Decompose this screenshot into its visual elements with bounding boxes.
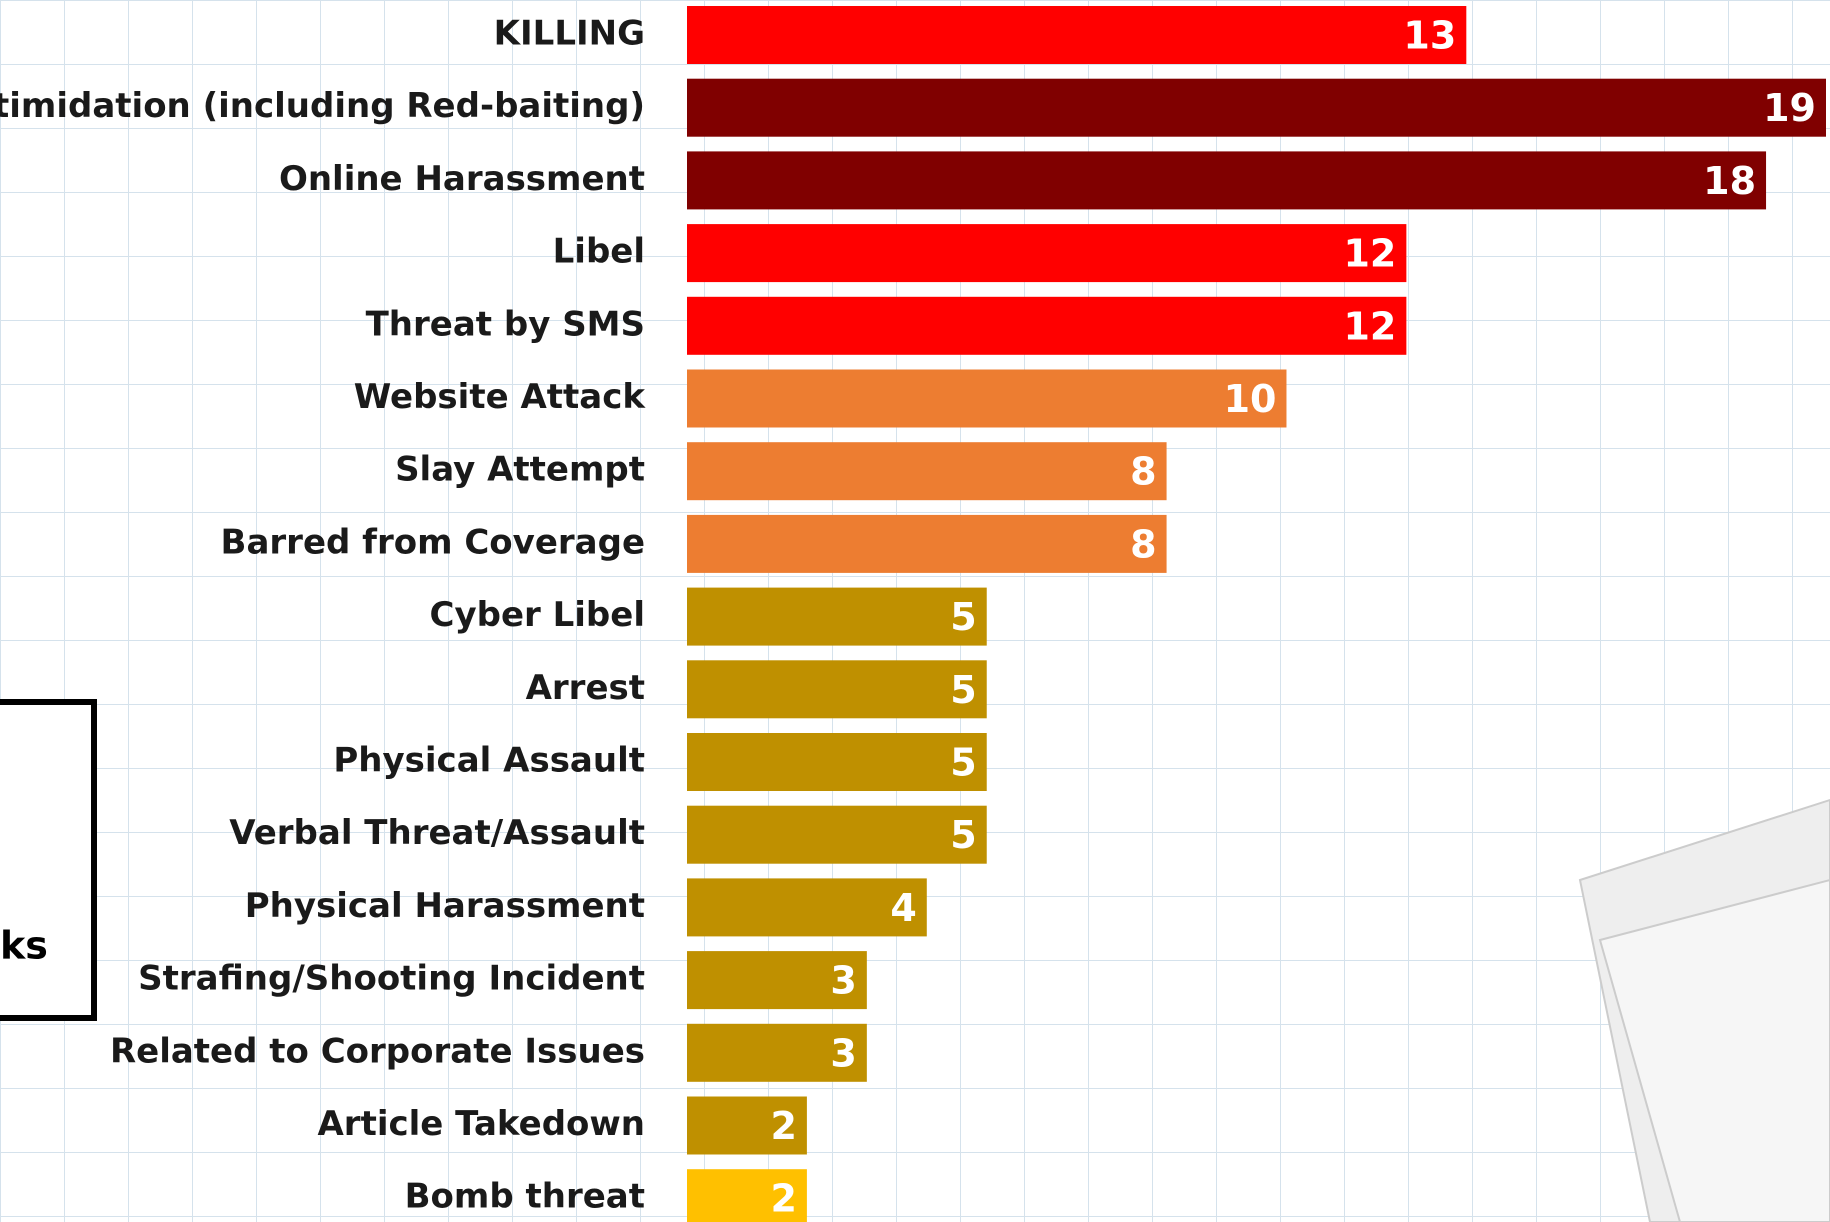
- bar: [687, 6, 1466, 64]
- value-label: 3: [830, 959, 856, 1003]
- value-label: 5: [950, 813, 976, 857]
- value-label: 5: [950, 741, 976, 785]
- bar: [687, 733, 987, 791]
- value-label: 8: [1130, 522, 1156, 566]
- category-label: Physical Harassment: [245, 886, 645, 926]
- value-label: 2: [770, 1104, 796, 1148]
- value-label: 12: [1343, 232, 1396, 276]
- category-label: Related to Corporate Issues: [110, 1031, 645, 1071]
- value-label: 19: [1763, 86, 1816, 130]
- category-label: Threat by SMS: [366, 304, 645, 344]
- category-label: Arrest: [526, 668, 645, 708]
- category-label: Strafing/Shooting Incident: [138, 959, 645, 999]
- annotation: ks: [0, 924, 48, 968]
- category-label: Intimidation (including Red-baiting): [0, 86, 645, 126]
- bar: [687, 442, 1167, 500]
- category-label: Verbal Threat/Assault: [229, 813, 645, 853]
- value-label: 10: [1224, 377, 1277, 421]
- bar: [687, 79, 1826, 137]
- value-label: 8: [1130, 450, 1156, 494]
- category-label: Bomb threat: [405, 1177, 645, 1217]
- bar: [687, 588, 987, 646]
- category-label: Libel: [553, 232, 645, 272]
- value-label: 2: [770, 1177, 796, 1221]
- bar: [687, 660, 987, 718]
- annotation-box: [0, 702, 94, 1018]
- value-label: 13: [1403, 14, 1456, 58]
- bar: [687, 297, 1406, 355]
- value-label: 4: [890, 886, 916, 930]
- category-label: Website Attack: [354, 377, 647, 417]
- category-label: Article Takedown: [317, 1104, 645, 1144]
- bar: [687, 515, 1167, 573]
- bar: [687, 224, 1406, 282]
- chart: ks KILLING 13 Intimidation (including Red-…: [0, 0, 1830, 1222]
- value-label: 18: [1703, 159, 1756, 203]
- bar: [687, 806, 987, 864]
- value-label: 5: [950, 668, 976, 712]
- category-label: Physical Assault: [333, 741, 645, 781]
- category-label: Cyber Libel: [430, 595, 646, 635]
- category-label: KILLING: [494, 14, 645, 54]
- category-label: Online Harassment: [279, 159, 645, 199]
- value-label: 12: [1343, 304, 1396, 348]
- category-label: Barred from Coverage: [221, 522, 645, 562]
- category-label: Slay Attempt: [395, 450, 645, 490]
- bar: [687, 370, 1286, 428]
- bar: [687, 151, 1766, 209]
- value-label: 3: [830, 1031, 856, 1075]
- value-label: 5: [950, 595, 976, 639]
- paper-decoration: [1580, 800, 1830, 1222]
